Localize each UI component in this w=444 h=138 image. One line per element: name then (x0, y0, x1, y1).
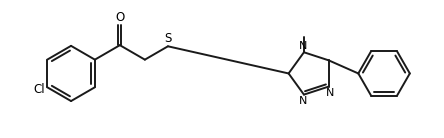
Text: Cl: Cl (34, 83, 45, 96)
Text: S: S (164, 31, 171, 45)
Text: O: O (115, 11, 124, 24)
Text: N: N (299, 96, 307, 106)
Text: N: N (325, 88, 334, 98)
Text: N: N (299, 40, 308, 51)
